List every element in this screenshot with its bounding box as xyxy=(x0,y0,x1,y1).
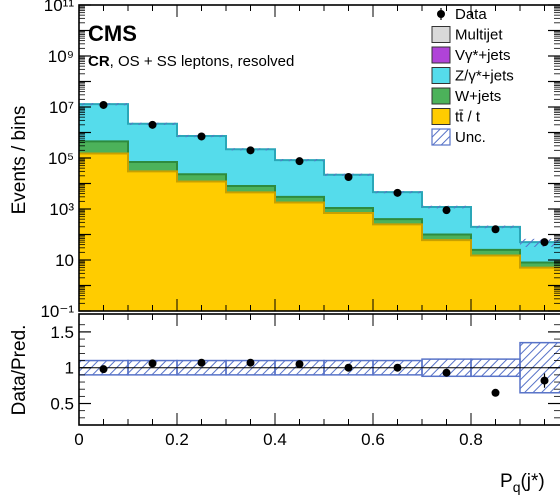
y-tick-label: 10⁵ xyxy=(48,149,74,168)
bar-ttbar xyxy=(177,181,226,311)
bar-ttbar xyxy=(226,192,275,311)
ratio-point xyxy=(148,359,157,368)
x-tick-label: 0 xyxy=(74,430,83,449)
legend-label-vgamma: Vγ*+jets xyxy=(455,47,510,64)
x-axis-title: Pq(j*) xyxy=(500,471,545,495)
bar-ttbar xyxy=(128,171,177,311)
data-point xyxy=(344,172,353,181)
main-histogram-panel: 10⁻¹ 10 10³ 10⁵ 10⁷ 10⁹ 10¹¹ Events / bins CMS… xyxy=(9,0,560,321)
data-point xyxy=(148,120,157,129)
ratio-point xyxy=(491,388,500,397)
bar-edge-ttbar xyxy=(79,152,560,269)
data-point xyxy=(442,206,451,215)
ratio-y-title: Data/Pred. xyxy=(9,325,30,416)
legend-swatch-multijet xyxy=(431,26,451,43)
region-bold: CR xyxy=(88,53,110,70)
x-tick-label: 0.6 xyxy=(361,430,385,449)
legend-swatch-vgamma xyxy=(431,46,451,64)
bar-ttbar xyxy=(422,240,471,311)
data-point xyxy=(491,225,500,234)
x-tick-label: 0.2 xyxy=(165,430,189,449)
bar-ttbar xyxy=(373,224,422,311)
cms-label: CMS xyxy=(88,21,137,46)
ratio-point xyxy=(442,368,451,377)
ratio-point xyxy=(246,358,255,367)
y-axis-ticks: 10⁻¹ 10 10³ 10⁵ 10⁷ 10⁹ 10¹¹ xyxy=(40,0,560,321)
legend-data-marker xyxy=(437,10,445,18)
y-tick-label: 10¹¹ xyxy=(44,0,75,15)
region-text: , OS + SS leptons, resolved xyxy=(110,53,295,70)
legend-swatch-ttbar xyxy=(431,108,451,125)
ratio-y-tick-label: 1 xyxy=(65,359,74,378)
legend-unc-swatch xyxy=(431,128,451,146)
bar-ttbar xyxy=(79,153,128,311)
data-point xyxy=(197,132,206,141)
legend-label-zjets: Z/γ*+jets xyxy=(455,68,514,85)
bar-ttbar xyxy=(471,255,520,311)
legend-label-wjets: W+jets xyxy=(455,88,501,105)
y-tick-label: 10⁻¹ xyxy=(40,302,74,321)
ratio-y-tick-label: 1.5 xyxy=(50,323,74,342)
bar-ttbar xyxy=(275,202,324,311)
ratio-point xyxy=(295,360,304,369)
unc-band-bin xyxy=(520,238,560,247)
x-tick-label: 0.8 xyxy=(459,430,483,449)
y-tick-label: 10 xyxy=(55,251,74,270)
legend-label-multijet: Multijet xyxy=(455,27,503,44)
legend-label-unc: Unc. xyxy=(455,129,486,146)
ratio-points xyxy=(99,358,549,397)
data-point xyxy=(540,238,549,247)
bar-ttbar xyxy=(324,212,373,311)
y-tick-label: 10⁷ xyxy=(49,98,74,117)
y-tick-label: 10⁹ xyxy=(48,47,74,66)
legend-label-ttbar: tt̄ / t xyxy=(455,109,481,126)
ratio-point xyxy=(197,358,206,367)
bar-edge-zjets xyxy=(79,103,560,244)
data-point xyxy=(246,146,255,155)
stacked-bars xyxy=(79,103,560,311)
ratio-point xyxy=(540,376,549,385)
ratio-point xyxy=(393,363,402,372)
y-axis-title: Events / bins xyxy=(9,106,30,215)
legend-swatch-zjets xyxy=(431,67,451,84)
ratio-y-ticks: 0.5 1 1.5 xyxy=(50,323,560,419)
x-axis-ticks: 0 0.2 0.4 0.6 0.8 xyxy=(74,5,545,449)
bar-ttbar xyxy=(520,267,560,311)
ratio-point xyxy=(99,365,108,374)
data-point xyxy=(295,157,304,166)
y-tick-label: 10³ xyxy=(49,200,74,219)
region-label: CR, OS + SS leptons, resolved xyxy=(88,53,294,70)
data-points xyxy=(99,100,549,247)
ratio-point xyxy=(344,363,353,372)
data-point xyxy=(99,100,108,109)
ratio-y-tick-label: 0.5 xyxy=(50,395,74,414)
ratio-panel: 0.5 1 1.5 0 0.2 0.4 0.6 0.8 Data/Pred. Pq(j*) xyxy=(9,5,560,495)
legend-swatch-wjets xyxy=(431,87,451,105)
data-point xyxy=(393,188,402,197)
x-tick-label: 0.4 xyxy=(263,430,287,449)
